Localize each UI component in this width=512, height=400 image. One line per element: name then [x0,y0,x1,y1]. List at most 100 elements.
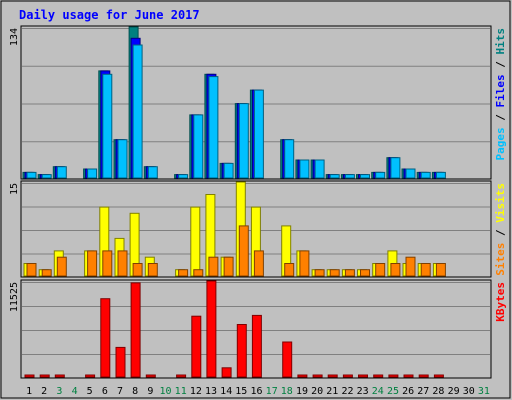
bar-sites-day-21 [329,269,340,277]
x-tick-label-day-6: 6 [102,386,108,397]
bar-pages-day-6 [102,73,113,179]
x-tick-label-day-20: 20 [311,386,323,397]
x-tick-label-day-17: 17 [266,386,278,397]
x-tick-label-day-22: 22 [341,386,353,397]
bar-kbytes-day-14 [221,367,232,378]
bar-pages-day-16 [253,89,264,179]
bar-sites-day-11 [178,269,189,277]
bar-pages-day-8 [132,44,143,179]
legend-separator: / [494,223,507,243]
bar-kbytes-day-1 [24,374,35,378]
x-tick-label-day-16: 16 [250,386,262,397]
x-tick-label-day-4: 4 [72,386,78,397]
x-tick-label-day-19: 19 [296,386,308,397]
x-tick-label-day-31: 31 [478,386,490,397]
x-tick-label-day-28: 28 [432,386,444,397]
bar-kbytes-day-16 [251,314,262,378]
x-tick-label-day-25: 25 [387,386,399,397]
bar-sites-day-2 [41,269,52,277]
y-max-label: 11525 [9,282,20,312]
bar-pages-day-25 [390,157,401,179]
bar-kbytes-day-9 [145,374,156,378]
bar-kbytes-day-3 [54,374,65,378]
y-max-label: 15 [9,183,20,195]
bar-sites-day-7 [117,250,128,277]
bar-pages-day-15 [238,103,249,179]
x-tick-label-day-5: 5 [87,386,93,397]
legend-entry-kbytes: KBytes [494,282,507,322]
bar-sites-day-26 [405,256,416,277]
bar-sites-day-9 [147,263,158,277]
legend-entry-files: Files [494,74,507,107]
bar-kbytes-day-27 [418,374,429,378]
chart-panel-top: 134 Pages / Files / Hits [9,25,507,180]
bar-visits-day-12 [190,206,201,277]
x-tick-label-day-11: 11 [175,386,187,397]
bar-kbytes-day-15 [236,324,247,378]
legend-entry-pages: Pages [494,127,507,160]
bar-kbytes-day-24 [373,374,384,378]
bar-pages-day-28 [435,171,446,179]
bar-kbytes-day-20 [312,374,323,378]
x-tick-label-day-27: 27 [417,386,429,397]
bar-pages-day-27 [420,171,431,179]
bar-sites-day-22 [344,269,355,277]
x-tick-label-day-8: 8 [132,386,138,397]
x-tick-label-day-26: 26 [402,386,414,397]
bar-kbytes-day-23 [358,374,368,378]
bar-kbytes-day-7 [115,346,126,378]
x-tick-label-day-29: 29 [448,386,460,397]
bar-sites-day-14 [223,256,234,277]
bar-pages-day-19 [299,159,310,179]
legend-bottom: KBytes [494,282,507,322]
bar-pages-day-9 [147,166,158,179]
bar-kbytes-day-11 [176,374,187,378]
x-tick-label-day-1: 1 [26,386,32,397]
bar-kbytes-day-5 [85,374,96,378]
bar-sites-day-5 [87,250,98,277]
bar-sites-day-16 [253,250,264,277]
bar-kbytes-day-21 [327,374,338,378]
x-tick-label-day-13: 13 [205,386,217,397]
bar-kbytes-day-19 [297,374,308,378]
bar-pages-day-5 [87,168,98,179]
bar-kbytes-day-2 [39,374,50,378]
bar-kbytes-day-13 [206,280,217,378]
bar-sites-day-8 [132,263,143,277]
bar-kbytes-day-18 [282,341,293,378]
legend-entry-sites: Sites [494,243,507,276]
bar-pages-day-20 [314,159,325,179]
x-tick-label-day-14: 14 [220,386,232,397]
x-tick-label-day-9: 9 [147,386,153,397]
bar-pages-day-14 [223,162,234,179]
bar-pages-day-12 [193,114,204,179]
x-tick-label-day-15: 15 [235,386,247,397]
bar-pages-day-21 [329,174,340,179]
bar-sites-day-3 [56,256,67,277]
bar-sites-day-1 [26,263,37,277]
bar-pages-day-23 [360,174,370,179]
x-tick-label-day-21: 21 [326,386,338,397]
bar-kbytes-day-22 [342,374,353,378]
bar-kbytes-day-28 [433,374,444,378]
legend-top: Pages / Files / Hits [494,28,507,161]
legend-separator: / [494,55,507,75]
bar-pages-day-11 [178,174,189,179]
x-tick-label-day-2: 2 [41,386,47,397]
bar-sites-day-19 [299,250,310,277]
x-tick-label-day-10: 10 [159,386,171,397]
bar-pages-day-22 [344,174,355,179]
bar-pages-day-1 [26,171,37,179]
bar-sites-day-20 [314,269,325,277]
legend-entry-hits: Hits [494,28,507,55]
chart-panel-middle: 15 Sites / Visits [9,180,507,278]
bar-sites-day-18 [284,263,295,277]
x-tick-label-day-12: 12 [190,386,202,397]
x-tick-label-day-23: 23 [357,386,369,397]
bar-sites-day-6 [102,250,113,277]
bar-sites-day-24 [375,263,386,277]
legend-middle: Sites / Visits [494,183,507,276]
x-tick-label-day-30: 30 [463,386,475,397]
